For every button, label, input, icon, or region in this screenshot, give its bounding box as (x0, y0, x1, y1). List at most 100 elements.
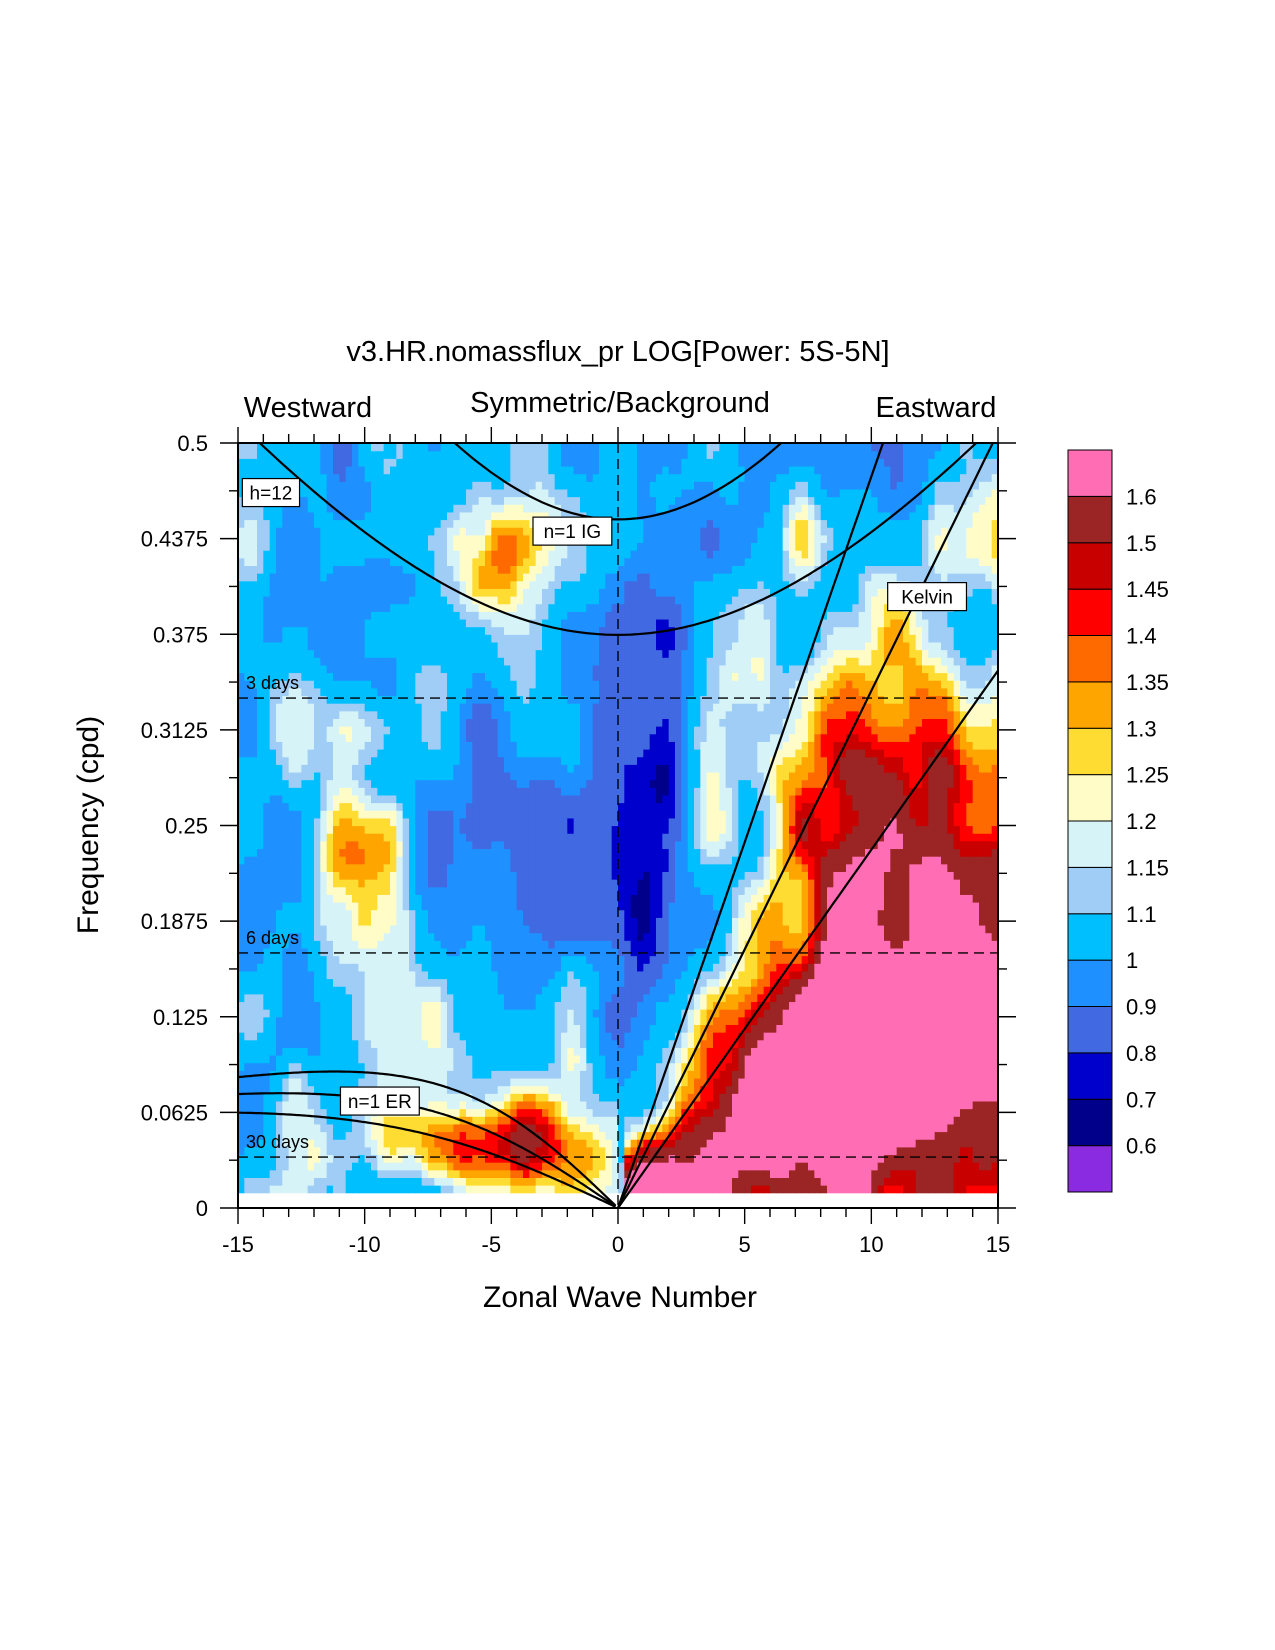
heat-cell (250, 940, 258, 949)
heat-cell (364, 1047, 372, 1056)
heat-cell (510, 940, 518, 949)
heat-cell (396, 443, 404, 452)
heat-cell (516, 450, 524, 459)
heat-cell (459, 1047, 467, 1056)
heat-cell (288, 1162, 296, 1171)
heat-cell (377, 1123, 385, 1133)
heat-cell (415, 596, 423, 605)
heat-cell (383, 557, 391, 566)
heat-cell (358, 481, 366, 490)
heat-cell (466, 534, 473, 544)
heat-cell (523, 993, 530, 1003)
heat-cell (390, 588, 397, 597)
heat-cell (250, 756, 258, 765)
heat-cell (244, 504, 252, 513)
heat-cell (510, 573, 518, 582)
heat-cell (516, 863, 524, 872)
heat-cell (453, 771, 461, 781)
heat-cell (409, 940, 416, 949)
heat-cell (390, 557, 397, 566)
heat-cell (250, 902, 258, 911)
heat-cell (301, 993, 309, 1003)
heat-cell (554, 596, 562, 605)
heat-cell (447, 932, 454, 941)
heat-cell (333, 902, 340, 911)
heat-cell (345, 519, 353, 528)
heat-cell (504, 443, 511, 452)
heat-cell (510, 871, 518, 880)
heat-cell (314, 1123, 321, 1133)
heat-cell (504, 611, 511, 620)
heat-cell (276, 1085, 283, 1094)
heat-cell (516, 771, 524, 781)
heat-cell (269, 932, 277, 941)
heat-cell (339, 703, 347, 712)
heat-cell (523, 1116, 530, 1125)
heat-cell (238, 649, 245, 658)
heat-cell (459, 1009, 467, 1018)
heat-cell (440, 794, 448, 804)
heat-cell (339, 695, 347, 704)
heat-cell (497, 1032, 505, 1041)
heat-cell (554, 810, 562, 819)
heat-cell (257, 1047, 264, 1056)
heat-cell (402, 1154, 410, 1163)
heat-cell (282, 932, 290, 941)
heat-cell (295, 504, 302, 513)
heat-cell (244, 1131, 252, 1140)
power-spectrum-field (238, 443, 998, 1194)
heat-cell (250, 1070, 258, 1079)
heat-cell (453, 542, 461, 551)
heat-cell (390, 940, 397, 949)
heat-cell (478, 779, 486, 788)
heat-cell (459, 465, 467, 475)
heat-cell (301, 733, 309, 742)
heat-cell (314, 580, 321, 589)
heat-cell (542, 626, 549, 635)
heat-cell (447, 465, 454, 475)
heat-cell (453, 557, 461, 566)
heat-cell (358, 511, 366, 521)
heat-cell (333, 1154, 340, 1163)
heat-cell (409, 833, 416, 842)
heat-cell (358, 902, 366, 911)
heat-cell (307, 840, 315, 850)
heat-cell (497, 779, 505, 788)
heat-cell (345, 817, 353, 827)
heat-cell (326, 1070, 334, 1079)
heat-cell (491, 741, 499, 750)
heat-cell (339, 519, 347, 528)
heat-cell (383, 680, 391, 689)
heat-cell (516, 1185, 524, 1194)
heat-cell (282, 687, 290, 697)
heat-cell (535, 1077, 543, 1087)
heat-cell (466, 947, 473, 957)
heat-cell (352, 634, 359, 643)
heat-cell (428, 1001, 435, 1010)
heat-cell (542, 588, 549, 597)
heat-cell (510, 733, 518, 742)
heat-cell (314, 963, 321, 972)
heat-cell (390, 917, 397, 926)
heat-cell (440, 1070, 448, 1079)
heat-cell (263, 978, 271, 987)
heat-cell (301, 511, 309, 521)
heat-cell (250, 1177, 258, 1186)
heat-cell (421, 917, 429, 926)
heat-cell (314, 1154, 321, 1163)
heat-cell (282, 443, 290, 452)
heat-cell (339, 749, 347, 758)
heat-cell (529, 1146, 537, 1156)
heat-cell (491, 1131, 499, 1140)
heat-cell (364, 787, 372, 796)
heat-cell (377, 764, 385, 773)
heat-cell (402, 1169, 410, 1178)
heat-cell (535, 970, 543, 980)
heat-cell (358, 741, 366, 750)
heat-cell (276, 817, 283, 827)
heat-cell (434, 580, 442, 589)
heat-cell (333, 703, 340, 712)
heat-cell (276, 856, 283, 865)
heat-cell (428, 450, 435, 459)
heat-cell (396, 634, 404, 643)
